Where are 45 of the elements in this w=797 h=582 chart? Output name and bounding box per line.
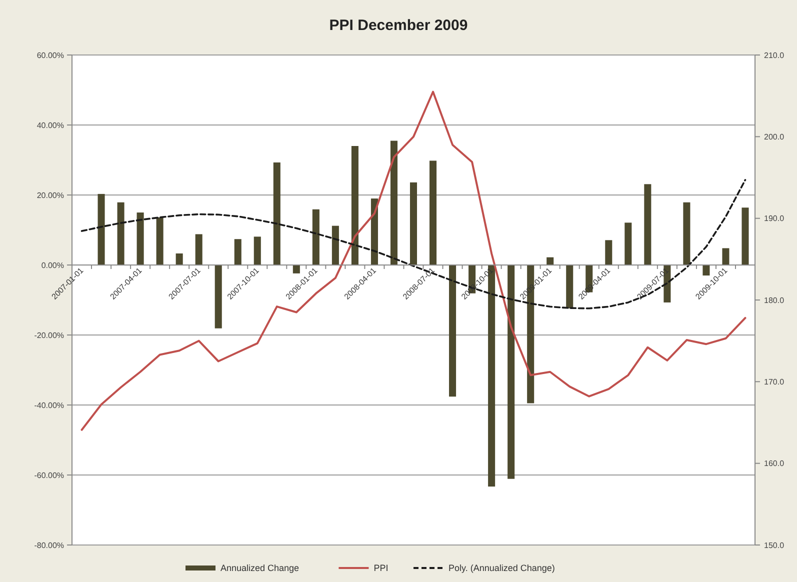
- bar: [234, 239, 242, 265]
- y-tick-label: 40.00%: [36, 120, 64, 130]
- y2-tick-label: 170.0: [764, 377, 785, 386]
- bar: [136, 212, 144, 265]
- y-tick-label: 20.00%: [36, 190, 64, 200]
- bar: [742, 208, 749, 265]
- bar: [683, 202, 690, 265]
- bar: [214, 265, 222, 328]
- y-tick-label: -60.00%: [34, 470, 64, 480]
- y-tick-label: -40.00%: [34, 400, 64, 410]
- bar: [624, 222, 632, 265]
- chart-title: PPI December 2009: [329, 17, 468, 34]
- bar: [254, 236, 261, 265]
- bar: [176, 253, 183, 265]
- y2-tick-label: 190.0: [764, 214, 785, 224]
- bar: [722, 248, 730, 265]
- bar: [390, 140, 398, 265]
- legend-label: Annualized Change: [220, 563, 300, 574]
- y-tick-label: -80.00%: [34, 540, 64, 550]
- legend-label: Poly. (Annualized Change): [448, 563, 555, 574]
- bar: [98, 194, 105, 265]
- y-tick-label: -20.00%: [34, 330, 64, 340]
- bar: [508, 265, 515, 479]
- y2-tick-label: 160.0: [764, 459, 785, 468]
- y2-tick-label: 180.0: [764, 296, 785, 305]
- bar: [332, 226, 339, 265]
- bar: [605, 240, 612, 265]
- legend-label: PPI: [374, 563, 388, 574]
- bar: [546, 257, 554, 265]
- bar: [430, 160, 437, 265]
- y2-tick-label: 150.0: [764, 540, 785, 550]
- y2-tick-label: 210.0: [764, 50, 785, 60]
- bar: [351, 146, 358, 265]
- bar: [312, 209, 320, 265]
- bar: [410, 182, 418, 265]
- bar: [195, 234, 202, 265]
- bar: [644, 184, 652, 265]
- y-tick-label: 60.00%: [36, 50, 64, 60]
- bar: [156, 217, 164, 265]
- bar: [449, 265, 456, 397]
- bar: [117, 202, 124, 265]
- y2-tick-label: 200.0: [764, 132, 785, 142]
- bar: [566, 265, 574, 308]
- y-tick-label: 0.00%: [41, 260, 64, 270]
- bar: [273, 162, 280, 265]
